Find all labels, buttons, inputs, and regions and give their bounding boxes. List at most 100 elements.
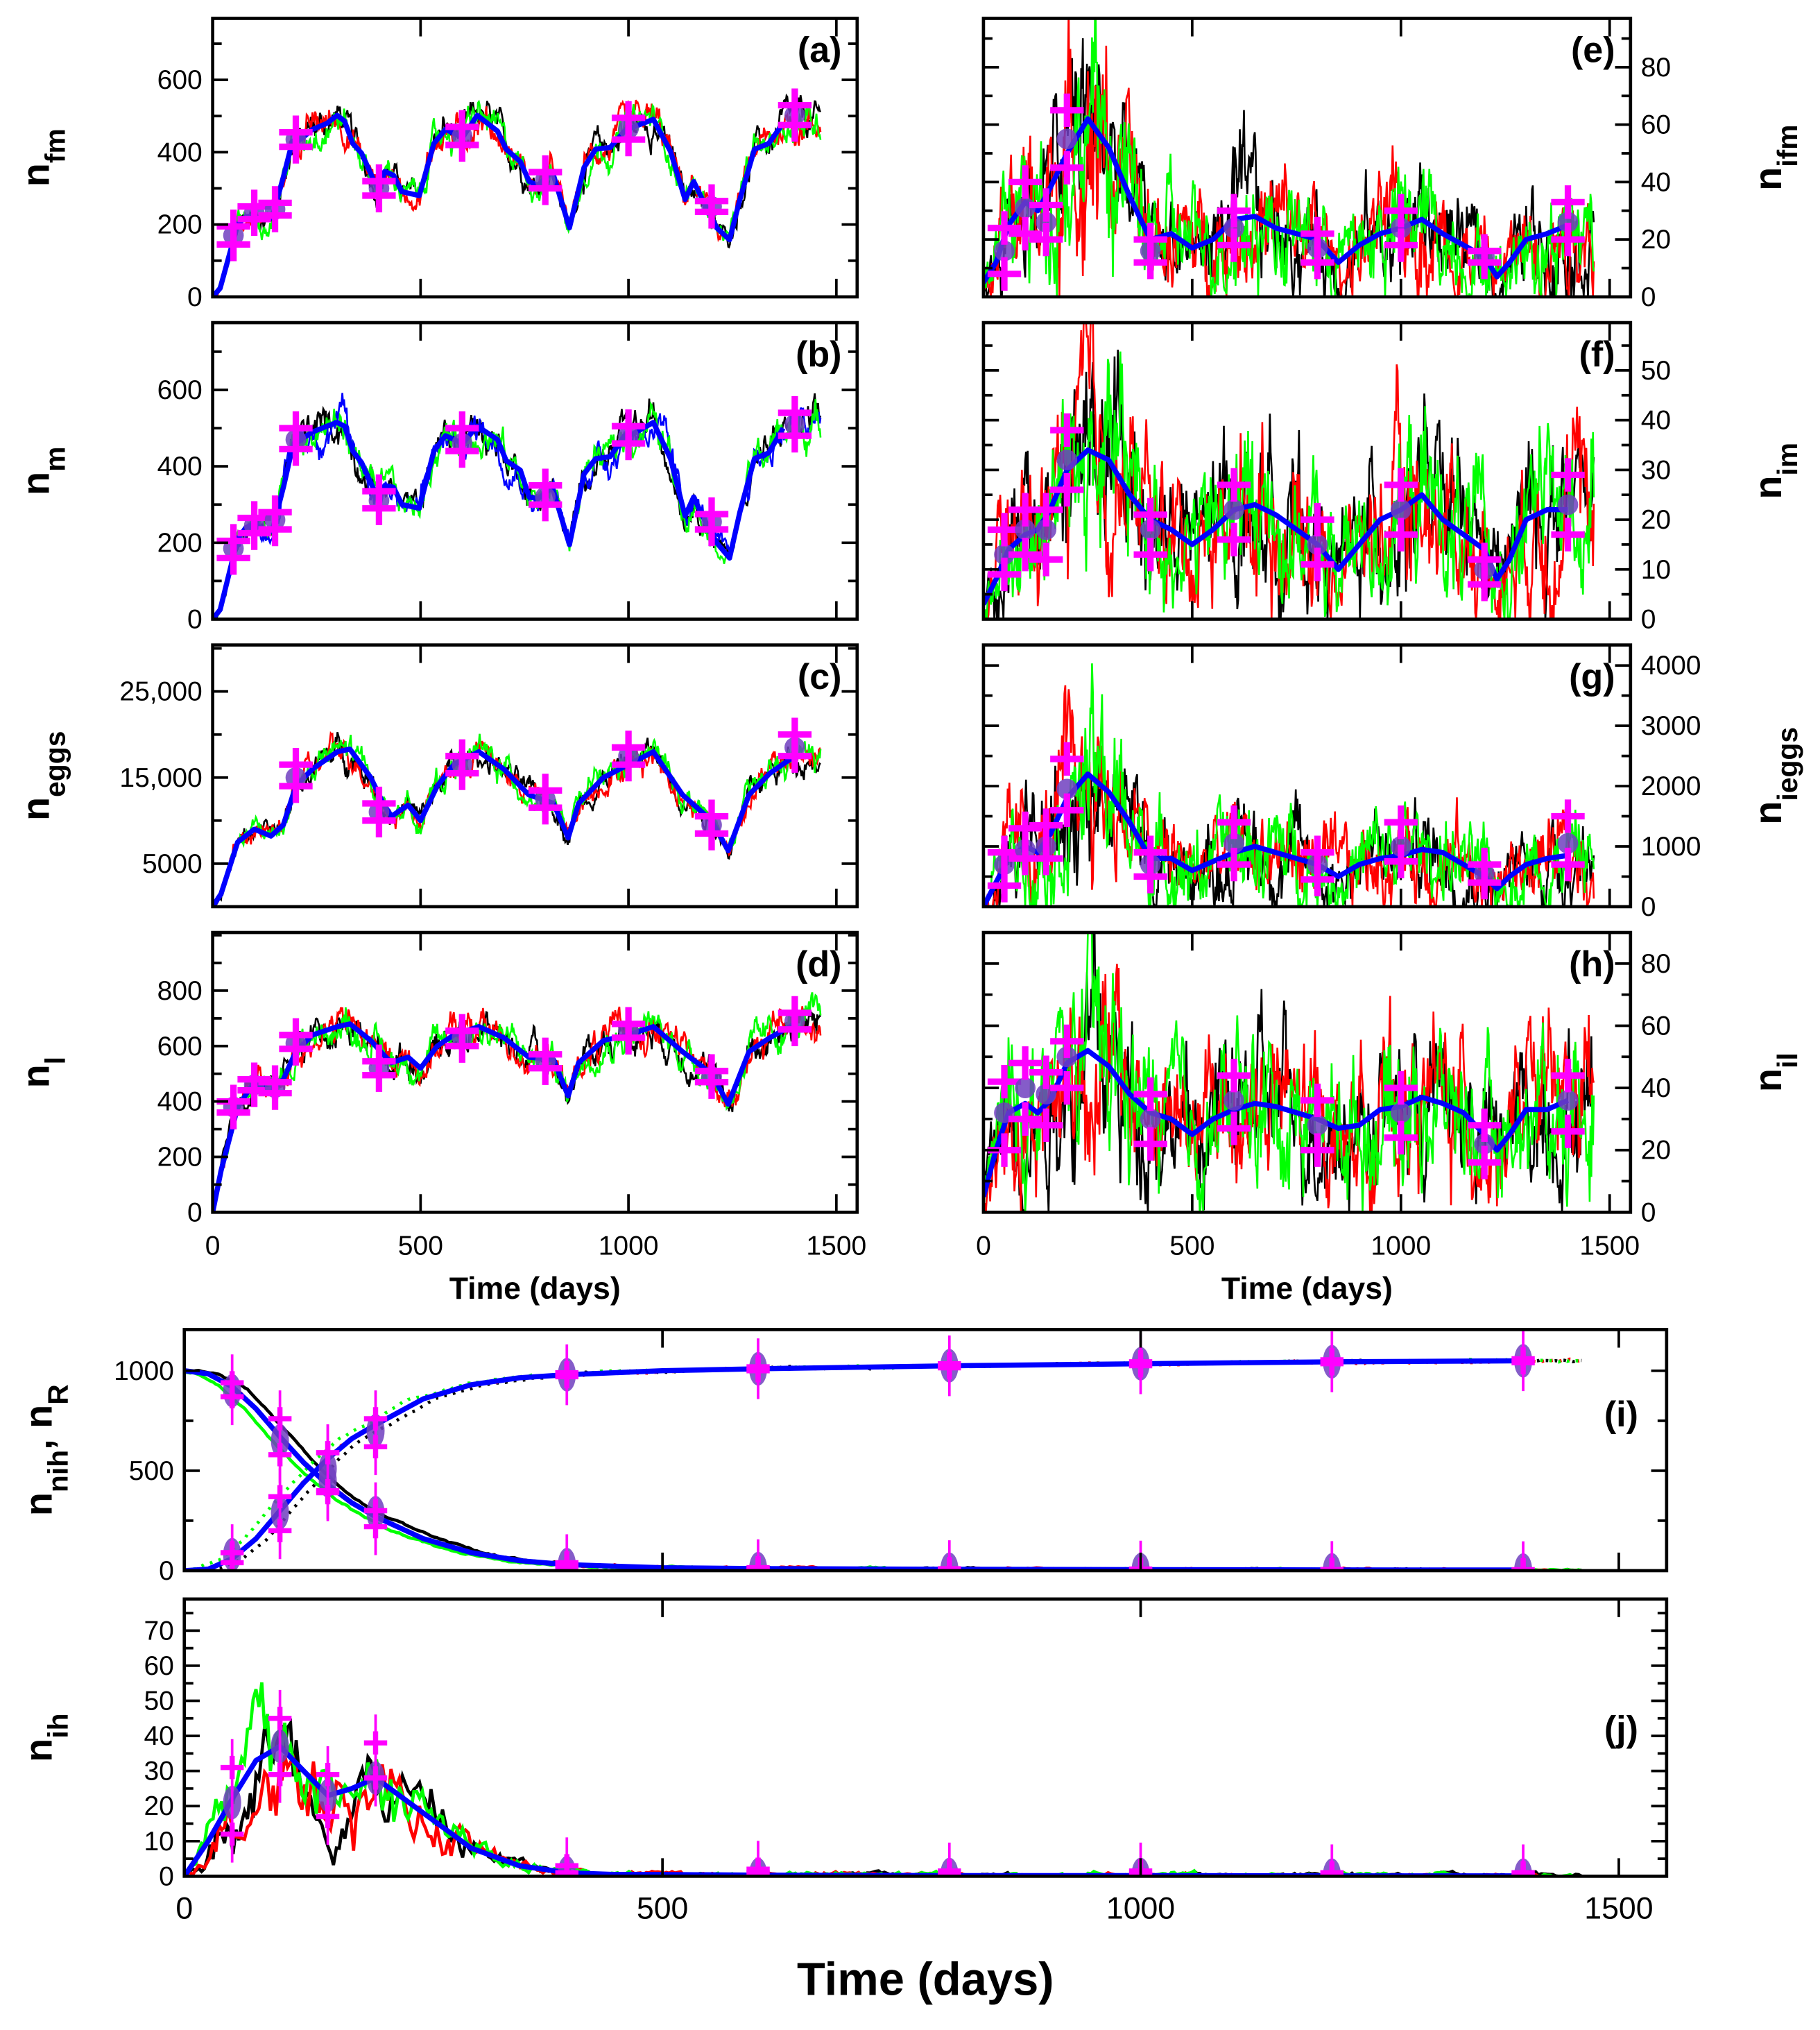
plus-marker [279,1018,313,1052]
y-axis-label: nifm [1746,125,1803,191]
y-tick-label: 0 [1641,604,1656,634]
y-tick-label: 1000 [114,1356,174,1386]
x-tick-label: 1500 [806,1231,866,1261]
ylabel-base: n [1746,801,1789,825]
plus-marker [1050,151,1084,185]
ylabel-sub: eggs [40,731,71,797]
plus-marker [1300,246,1334,280]
ylabel-base: n [15,1064,58,1088]
plus-marker [1050,472,1084,507]
plot-area [184,1330,1582,1571]
y-axis-label: nl [15,1057,71,1088]
plot-area [983,323,1595,620]
plus-marker [279,747,313,782]
plus-marker [1384,1071,1418,1105]
y-tick-label: 50 [144,1687,173,1716]
plus-marker [1217,1059,1251,1093]
plus-marker [362,164,396,198]
plus-marker [1300,502,1334,537]
ylabel-sub: ifm [1771,125,1803,167]
plot-frame [182,1328,1669,1573]
plus-marker [1133,497,1167,532]
y-tick-label: 200 [157,528,203,558]
plus-marker [1050,742,1084,776]
y-axis-label: nnih, nR [17,1384,74,1516]
y-tick-label: 600 [157,65,203,95]
y-tick-label: 20 [1641,1136,1671,1166]
plus-marker [1029,842,1063,876]
circle-marker [1224,1090,1244,1111]
circle-marker [1224,499,1244,520]
panel-c: 5000 15,000 25,000 (c) neggs [15,643,859,909]
plot-frame [981,643,1633,909]
plot-area [212,393,822,620]
y-tick-label: 10 [144,1827,173,1857]
trace-i-2 [184,1357,1582,1571]
circle-marker [1224,833,1244,854]
plus-marker [1217,194,1251,228]
plus-marker [1050,793,1084,827]
x-tick-label: 0 [976,1231,991,1261]
plus-marker [1468,1145,1502,1179]
plus-marker [1050,1024,1084,1059]
plus-marker [611,101,646,135]
plus-marker [1300,1133,1334,1167]
plus-marker [1050,413,1084,447]
x-tick-label: 1000 [1371,1231,1431,1261]
plus-marker [1008,1046,1042,1080]
ylabel-sub: ieggs [1771,727,1803,801]
x-tick-label: 500 [637,1892,688,1926]
circle-marker [1056,128,1078,150]
trace-c-0 [212,731,821,907]
y-tick-label: 10 [1641,555,1671,585]
y-tick-label: 500 [129,1456,174,1486]
plus-marker [1050,1071,1084,1105]
panel-b: 0 200 400 600 (b) nm [15,321,859,634]
y-tick-label: 2000 [1641,771,1701,801]
plus-marker [987,557,1022,592]
y-tick-label: 60 [144,1651,173,1681]
plus-marker [445,110,479,144]
circle-marker [994,240,1015,262]
x-axis-label: Time (days) [449,1272,621,1306]
plus-marker [258,186,292,220]
mean-line-f [983,447,1568,606]
circle-marker [1015,1077,1036,1098]
trace-f-0 [983,350,1595,620]
panel-g: 0 1000 2000 3000 4000 (g) nieggs [981,643,1803,922]
panel-label: (f) [1579,334,1615,375]
trace-c-1 [212,731,822,907]
y-tick-label: 50 [1641,356,1671,386]
x-tick-label: 1500 [1584,1892,1653,1926]
plus-marker [694,497,729,531]
y-tick-label: 80 [1641,53,1671,83]
y-tick-label: 25,000 [119,677,202,707]
y-tick-label: 60 [1641,1011,1671,1041]
plus-marker [445,1014,479,1048]
y-tick-label: 0 [159,1861,174,1891]
circle-marker [1557,833,1579,854]
circle-marker [994,544,1015,565]
plus-marker [694,1054,729,1088]
plus-marker [778,996,812,1030]
plot-frame [211,930,859,1214]
circle-marker [1557,494,1579,515]
plus-marker [216,210,250,244]
plot-frame [981,17,1633,299]
plus-marker [279,115,313,149]
trace-i-0 [184,1358,1582,1571]
plot-area [212,88,822,297]
panel-label: (d) [796,944,841,984]
plus-marker [694,184,729,218]
x-tick-label: 1000 [599,1231,659,1261]
plus-marker [611,731,646,765]
x-tick-label: 500 [398,1231,443,1261]
y-tick-label: 40 [1641,167,1671,197]
ylabel-base: n [1746,1068,1789,1092]
plus-marker [1217,522,1251,556]
y-tick-label: 400 [157,452,203,481]
panel-e: 0 20 40 60 80 (e) nifm [981,17,1803,312]
y-tick-label: 60 [1641,110,1671,140]
panel-d: 0 200 400 600 800 0 500 1000 1500 (d) nl Time (days… [15,930,866,1306]
